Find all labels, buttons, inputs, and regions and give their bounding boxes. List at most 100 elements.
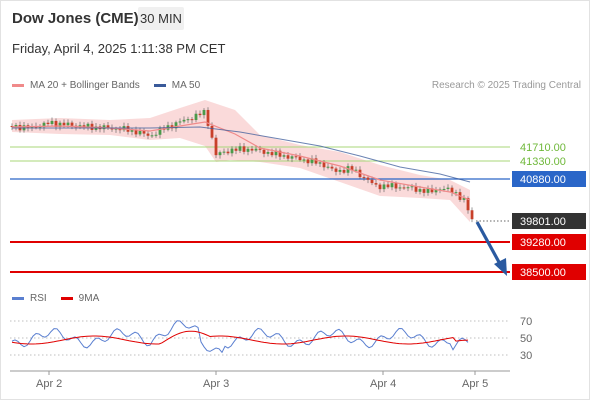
candle-body — [214, 137, 218, 156]
candle-body — [446, 187, 450, 189]
price-label-39801-text: 39801.00 — [520, 216, 566, 228]
price-label-40880: 40880.00 — [512, 171, 586, 187]
candle-body — [466, 198, 470, 211]
candle-body — [246, 148, 250, 152]
rsi-line — [11, 320, 469, 354]
candle-body — [206, 109, 210, 126]
candle-body — [142, 130, 146, 134]
bollinger-band — [12, 100, 470, 222]
candle-body — [178, 121, 182, 123]
price-label-41710: 41710.00 — [520, 142, 566, 154]
candle-body — [302, 159, 306, 161]
candle-body — [62, 122, 66, 126]
candle-body — [370, 179, 374, 184]
candle-body — [42, 122, 46, 128]
candle-body — [350, 166, 354, 171]
price-label-38500-box — [512, 264, 586, 280]
candle-body — [158, 127, 162, 135]
candle-body — [294, 156, 298, 158]
candle-body — [274, 150, 278, 156]
candle-body — [58, 122, 62, 128]
candle-body — [362, 177, 366, 179]
candle-body — [254, 148, 258, 151]
candle-body — [238, 146, 242, 151]
price-label-39280-text: 39280.00 — [520, 237, 566, 249]
candle-body — [330, 166, 334, 169]
candle-body — [118, 128, 122, 131]
legend-item-9ma: 9MA — [60, 293, 100, 304]
main-legend: MA 20 + Bollinger Bands MA 50 — [12, 80, 214, 91]
candle-body — [450, 187, 454, 193]
candle-body — [150, 135, 154, 137]
candle-body — [366, 177, 370, 180]
candle-body — [418, 189, 422, 192]
candle-body — [278, 150, 282, 157]
candle-body — [346, 166, 350, 173]
legend-swatch-9ma — [60, 297, 73, 300]
candle-body — [134, 129, 138, 135]
candle-body — [106, 125, 110, 128]
candle-body — [266, 152, 270, 154]
price-label-39280: 39280.00 — [512, 234, 586, 250]
candle-body — [410, 186, 414, 188]
price-label-40880-box — [512, 171, 586, 187]
candle-body — [242, 146, 246, 152]
candle-body — [46, 122, 50, 125]
price-label-38500-text: 38500.00 — [520, 267, 566, 279]
x-label-apr3: Apr 3 — [203, 378, 229, 390]
price-label-39801: 39801.00 — [512, 213, 586, 229]
candle-body — [182, 119, 186, 122]
legend-label-ma50: MA 50 — [171, 80, 201, 91]
price-label-41710-text: 41710.00 — [520, 142, 566, 154]
legend-item-bollinger: MA 20 + Bollinger Bands — [12, 80, 140, 91]
legend-label-bollinger: MA 20 + Bollinger Bands — [30, 80, 140, 91]
candle-body — [230, 148, 234, 154]
candle-body — [198, 113, 202, 116]
legend-item-ma50: MA 50 — [153, 80, 201, 91]
candle-body — [378, 184, 382, 190]
price-label-39801-box — [512, 213, 586, 229]
candle-body — [138, 130, 142, 135]
candle-body — [434, 189, 438, 193]
legend-swatch-ma50 — [153, 84, 166, 87]
candle-body — [82, 125, 86, 128]
candle-body — [194, 113, 198, 121]
candle-body — [462, 198, 466, 200]
candle-body — [470, 210, 474, 220]
candle-body — [414, 186, 418, 192]
candle-body — [154, 134, 158, 136]
candle-body — [54, 120, 58, 128]
candle-body — [386, 184, 390, 188]
price-label-39280-box — [512, 234, 586, 250]
candle-body — [202, 109, 206, 116]
candle-body — [318, 162, 322, 164]
timeframe-button[interactable]: 30 MIN — [138, 7, 184, 30]
candle-body — [430, 188, 434, 193]
candle-body — [114, 128, 118, 130]
rsi-label-50: 50 — [520, 333, 532, 345]
legend-label-rsi: RSI — [30, 293, 47, 304]
rsi-panel: 70 50 30 — [10, 316, 532, 362]
candle-body — [406, 187, 410, 189]
candle-body — [186, 119, 190, 121]
rsi-legend: RSI 9MA — [12, 293, 113, 304]
price-label-40880-text: 40880.00 — [520, 174, 566, 186]
candle-body — [190, 119, 194, 121]
candle-body — [422, 189, 426, 193]
candle-body — [146, 133, 150, 136]
candle-body — [258, 148, 262, 150]
forecast-arrow — [475, 221, 507, 276]
instrument-title: Dow Jones (CME) — [12, 10, 139, 27]
candle-body — [334, 168, 338, 172]
candle-body — [310, 158, 314, 164]
candle-body — [14, 124, 18, 127]
legend-swatch-bollinger — [12, 84, 24, 87]
candle-body — [286, 155, 290, 159]
price-label-41330-text: 41330.00 — [520, 156, 566, 168]
candle-body — [426, 188, 430, 193]
legend-label-9ma: 9MA — [78, 293, 100, 304]
rsi-label-30: 30 — [520, 350, 532, 362]
x-label-apr2: Apr 2 — [36, 378, 62, 390]
candle-body — [50, 120, 54, 125]
candle-body — [234, 148, 238, 151]
